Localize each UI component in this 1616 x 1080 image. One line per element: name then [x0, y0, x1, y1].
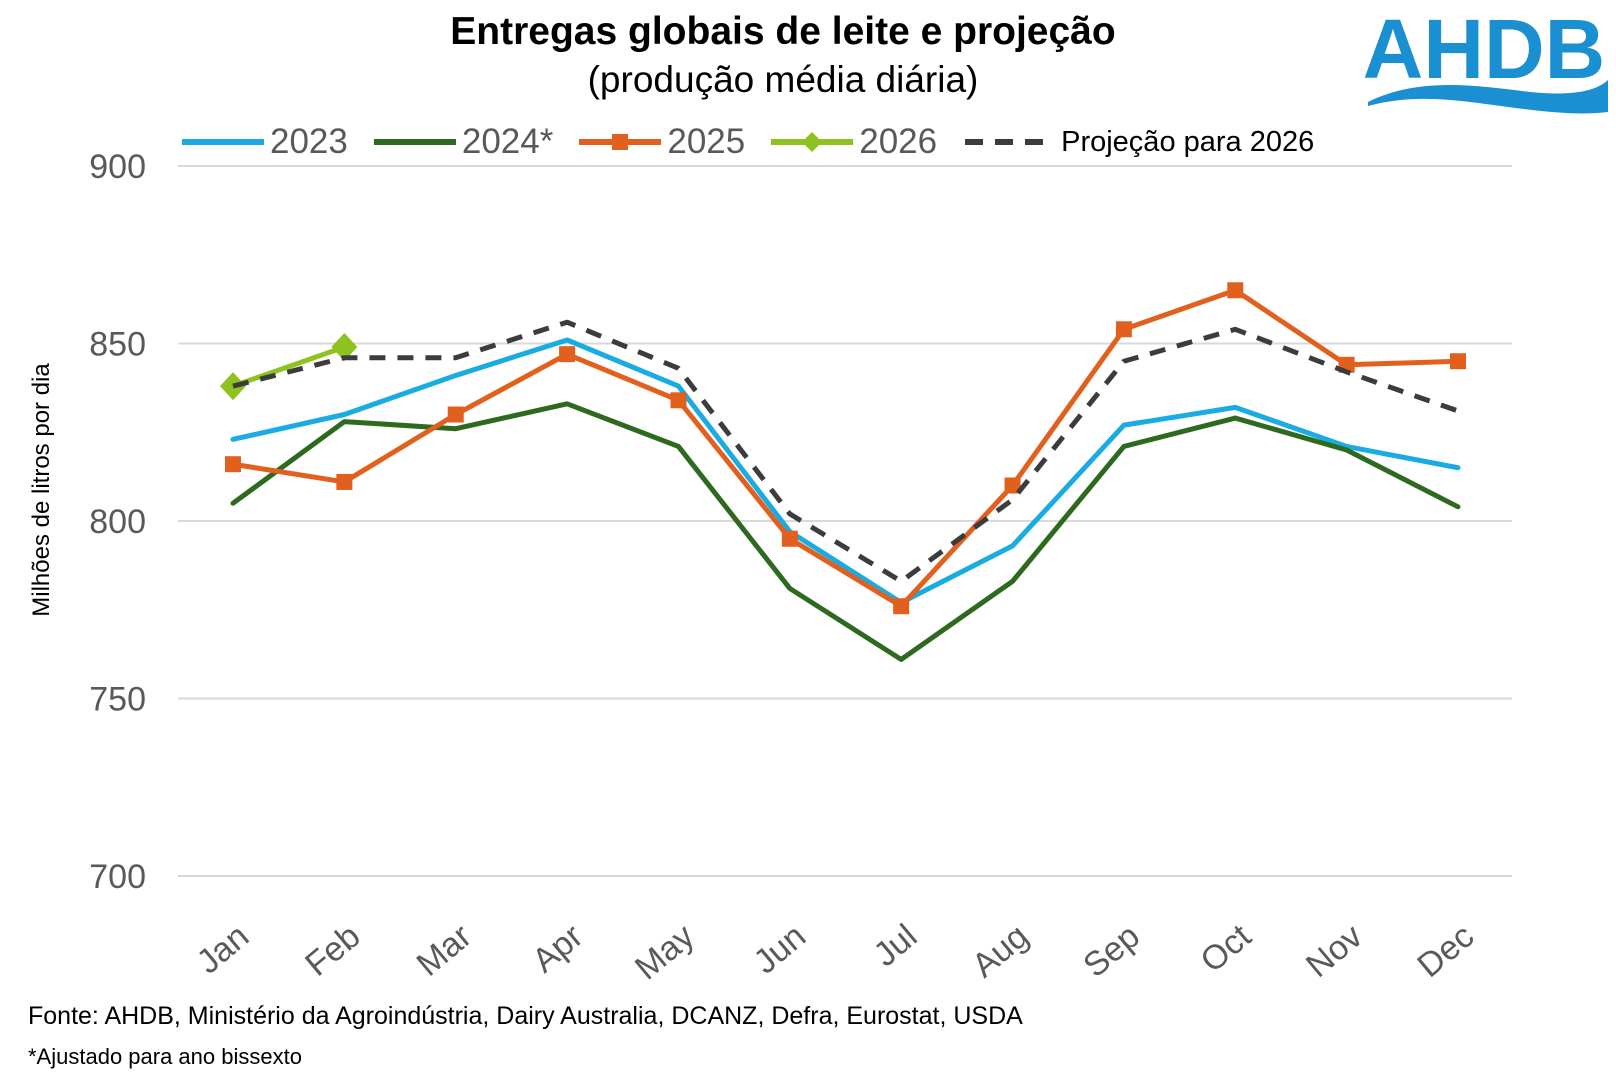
- data-point-square: [1450, 353, 1466, 370]
- series-line: [230, 337, 1461, 606]
- y-tick-label: 900: [89, 148, 146, 186]
- legend-item: 2023: [180, 122, 348, 162]
- source-note: Fonte: AHDB, Ministério da Agroindústria…: [28, 1002, 1023, 1030]
- data-point-square: [1227, 282, 1244, 299]
- series-line: [232, 319, 1459, 584]
- x-tick-label: Aug: [965, 917, 1036, 985]
- data-point-square: [336, 473, 353, 490]
- x-tick-label: Sep: [1076, 917, 1147, 985]
- y-tick-label: 750: [89, 681, 146, 719]
- data-point-square: [1004, 477, 1021, 494]
- legend-swatch: [771, 132, 854, 152]
- legend-label: Projeção para 2026: [1061, 125, 1315, 158]
- chart-title-block: Entregas globais de leite e projeção (pr…: [0, 10, 1616, 102]
- legend-item: Projeção para 2026: [961, 126, 1314, 159]
- legend-item: 2025: [577, 122, 745, 162]
- x-tick-label: Jul: [867, 917, 925, 974]
- data-point-square: [670, 392, 687, 409]
- legend-label: 2023: [270, 122, 348, 161]
- legend-item: 2026: [769, 122, 937, 162]
- data-point-square: [225, 456, 241, 473]
- data-point-square: [1115, 321, 1132, 338]
- x-tick-label: Feb: [298, 917, 367, 984]
- ahdb-logo: AHDB: [1363, 6, 1608, 114]
- x-tick-label: Jan: [190, 917, 256, 981]
- chart-title: Entregas globais de leite e projeção: [450, 10, 1116, 53]
- legend-swatch: [182, 139, 264, 145]
- y-tick-label: 800: [89, 503, 146, 541]
- data-point-square: [781, 530, 798, 547]
- legend-swatch: [373, 139, 456, 145]
- legend-swatch: [965, 139, 1044, 145]
- x-tick-label: Dec: [1410, 917, 1481, 985]
- x-tick-label: May: [628, 917, 702, 987]
- legend-swatch: [579, 134, 662, 150]
- y-tick-label: 850: [89, 326, 146, 364]
- data-point-square: [559, 346, 576, 363]
- x-tick-label: Oct: [1193, 917, 1258, 980]
- x-tick-label: Apr: [525, 917, 590, 980]
- chart-legend: 2023 2024* 2025 2026 Projeção para 2026: [180, 120, 1338, 164]
- ahdb-logo-text: AHDB: [1363, 6, 1606, 96]
- ahdb-logo-wave: [1368, 80, 1608, 114]
- legend-label: 2026: [859, 122, 938, 161]
- line-chart: 700 750 800 850 900 Jan Feb Mar Apr May Jun Jul Aug S…: [89, 148, 1512, 987]
- data-point-diamond: [331, 333, 358, 362]
- x-tick-label: Jun: [747, 917, 813, 981]
- series-line: [230, 344, 347, 389]
- footnote: *Ajustado para ano bissexto: [28, 1044, 302, 1069]
- series-line: [230, 401, 1461, 662]
- legend-item: 2024*: [372, 122, 553, 162]
- x-tick-label: Nov: [1299, 917, 1370, 985]
- chart-subtitle: (produção média diária): [587, 59, 979, 100]
- x-tick-label: Mar: [410, 917, 479, 984]
- legend-label: 2025: [667, 122, 746, 161]
- data-point-square: [893, 598, 910, 615]
- y-tick-label: 700: [89, 858, 146, 896]
- y-axis-label: Milhões de litros por dia: [28, 363, 55, 617]
- legend-label: 2024*: [461, 122, 554, 161]
- series-line: [230, 287, 1461, 609]
- data-point-square: [447, 406, 464, 423]
